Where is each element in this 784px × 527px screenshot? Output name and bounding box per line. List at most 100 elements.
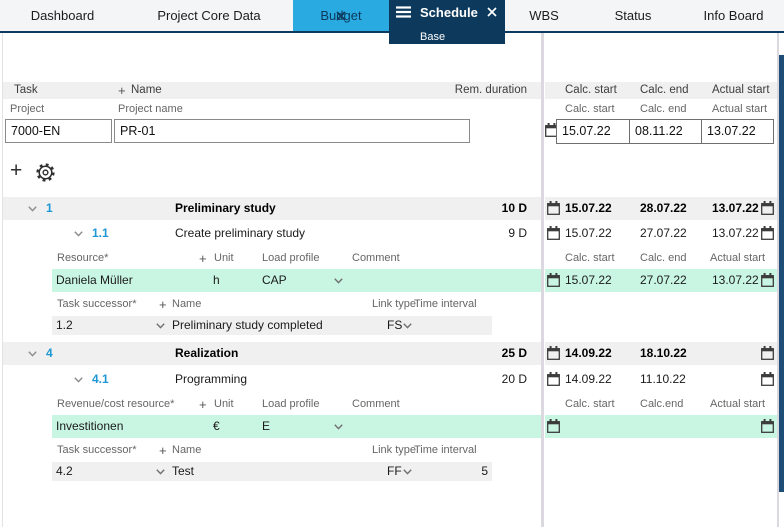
tab-project-core-data[interactable]: Project Core Data: [125, 0, 293, 31]
successor-name[interactable]: Test: [172, 464, 195, 478]
tab-wbs[interactable]: WBS: [505, 0, 583, 31]
successor-row-bg: [52, 462, 492, 481]
project-actual-start-field[interactable]: 13.07.22: [701, 120, 773, 143]
load-profile-value[interactable]: CAP: [262, 273, 287, 287]
calendar-icon[interactable]: [761, 273, 774, 287]
calc-end-value[interactable]: 11.10.22: [640, 372, 686, 386]
calc-end-value[interactable]: 28.07.22: [640, 201, 687, 215]
calendar-icon[interactable]: [547, 346, 560, 360]
expand-chevron-icon[interactable]: [28, 351, 37, 357]
calc-end-value[interactable]: 27.07.22: [640, 226, 687, 240]
successor-id[interactable]: 4.2: [56, 464, 73, 478]
time-interval-value[interactable]: 5: [481, 464, 488, 478]
load-profile-value[interactable]: E: [262, 419, 271, 433]
calendar-icon[interactable]: [547, 419, 560, 433]
resource-name[interactable]: Daniela Müller: [56, 273, 133, 287]
calendar-icon[interactable]: [761, 372, 774, 386]
tab-label: Schedule: [420, 4, 478, 20]
vertical-scrollbar[interactable]: [779, 55, 784, 492]
resource-col-label: Resource*: [57, 252, 109, 264]
calc-start-value[interactable]: 15.07.22: [565, 226, 612, 240]
calc-start-value[interactable]: 14.09.22: [565, 372, 612, 386]
unit-value[interactable]: h: [213, 273, 220, 287]
chevron-down-icon[interactable]: [156, 469, 165, 475]
calendar-icon[interactable]: [547, 226, 560, 240]
calendar-icon[interactable]: [761, 346, 774, 360]
rem-duration-value[interactable]: 10 D: [501, 201, 527, 215]
menu-icon[interactable]: [396, 6, 411, 18]
task-name[interactable]: Preliminary study: [175, 201, 276, 215]
wbs-number[interactable]: 1.1: [92, 226, 109, 240]
project-calc-start-field[interactable]: 15.07.22: [562, 124, 611, 138]
expand-chevron-icon[interactable]: [28, 206, 37, 212]
successor-name[interactable]: Preliminary study completed: [172, 318, 323, 332]
chevron-down-icon[interactable]: [156, 323, 165, 329]
chevron-down-icon[interactable]: [334, 424, 343, 430]
chevron-down-icon[interactable]: [403, 323, 412, 329]
expand-chevron-icon[interactable]: [74, 377, 83, 383]
calc-start-value[interactable]: 14.09.22: [565, 346, 612, 360]
rem-duration-value[interactable]: 9 D: [508, 226, 527, 240]
wbs-number[interactable]: 1: [46, 201, 53, 215]
link-type-col-label: Link type: [372, 298, 417, 310]
calc-end-value[interactable]: 27.07.22: [640, 273, 687, 287]
calendar-icon[interactable]: [547, 372, 560, 386]
calc-start-value[interactable]: 15.07.22: [565, 273, 612, 287]
add-task-button[interactable]: +: [10, 159, 23, 182]
add-successor-icon[interactable]: +: [159, 443, 167, 458]
tab-info-board[interactable]: Info Board: [683, 0, 784, 31]
link-type-value[interactable]: FF: [387, 464, 402, 478]
calendar-icon[interactable]: [547, 273, 560, 287]
unit-value[interactable]: €: [213, 419, 220, 433]
task-name[interactable]: Realization: [175, 346, 239, 360]
close-icon[interactable]: [336, 10, 346, 21]
actual-start-value[interactable]: 13.07.22: [712, 226, 759, 240]
add-resource-icon[interactable]: +: [199, 251, 207, 266]
actual-start-value[interactable]: 13.07.22: [712, 201, 759, 215]
left-edge-divider: [2, 33, 3, 527]
actual-start-value[interactable]: 13.07.22: [712, 273, 759, 287]
calendar-icon[interactable]: [761, 419, 774, 433]
tab-schedule[interactable]: Schedule Base: [389, 0, 505, 44]
calc-end-label: Calc. end: [640, 252, 687, 264]
calc-start-value[interactable]: 15.07.22: [565, 201, 612, 215]
calc-end-label: Calc.end: [640, 398, 684, 410]
link-type-value[interactable]: FS: [387, 318, 403, 332]
wbs-number[interactable]: 4: [46, 346, 53, 360]
chevron-down-icon[interactable]: [403, 469, 412, 475]
calendar-icon[interactable]: [761, 226, 774, 240]
resource-name[interactable]: Investitionen: [56, 419, 124, 433]
task-name[interactable]: Programming: [175, 372, 248, 386]
tab-label: Info Board: [703, 8, 764, 23]
tab-budget[interactable]: Budget: [293, 0, 389, 31]
col-header-calc-start: Calc. start: [565, 84, 617, 96]
add-resource-icon[interactable]: +: [199, 397, 207, 412]
calc-end-value[interactable]: 18.10.22: [640, 346, 687, 360]
close-icon[interactable]: [487, 7, 497, 17]
tab-dashboard[interactable]: Dashboard: [0, 0, 125, 31]
name-col-label: Name: [172, 444, 202, 456]
calendar-icon[interactable]: [761, 201, 774, 215]
tab-label: WBS: [529, 8, 559, 23]
task-name[interactable]: Create preliminary study: [175, 226, 306, 240]
wbs-number[interactable]: 4.1: [92, 372, 109, 386]
successor-id[interactable]: 1.2: [56, 318, 73, 332]
expand-chevron-icon[interactable]: [74, 231, 83, 237]
calendar-icon[interactable]: [547, 201, 560, 215]
project-code-input[interactable]: [5, 119, 112, 143]
panel-divider[interactable]: [541, 33, 544, 527]
tab-status[interactable]: Status: [583, 0, 683, 31]
task-row-bg: [3, 197, 541, 220]
gear-icon[interactable]: [36, 163, 55, 182]
successor-col-label: Task successor*: [57, 298, 137, 310]
project-calc-end-field[interactable]: 08.11.22: [629, 120, 701, 143]
col-header-actual-start: Actual start: [712, 84, 770, 96]
rem-duration-value[interactable]: 25 D: [501, 346, 527, 360]
project-name-input[interactable]: [114, 119, 470, 143]
tab-label: Status: [614, 8, 652, 23]
calc-start-label: Calc. start: [565, 252, 615, 264]
add-column-icon[interactable]: +: [118, 83, 126, 98]
rem-duration-value[interactable]: 20 D: [501, 372, 527, 386]
chevron-down-icon[interactable]: [334, 278, 343, 284]
add-successor-icon[interactable]: +: [159, 297, 167, 312]
